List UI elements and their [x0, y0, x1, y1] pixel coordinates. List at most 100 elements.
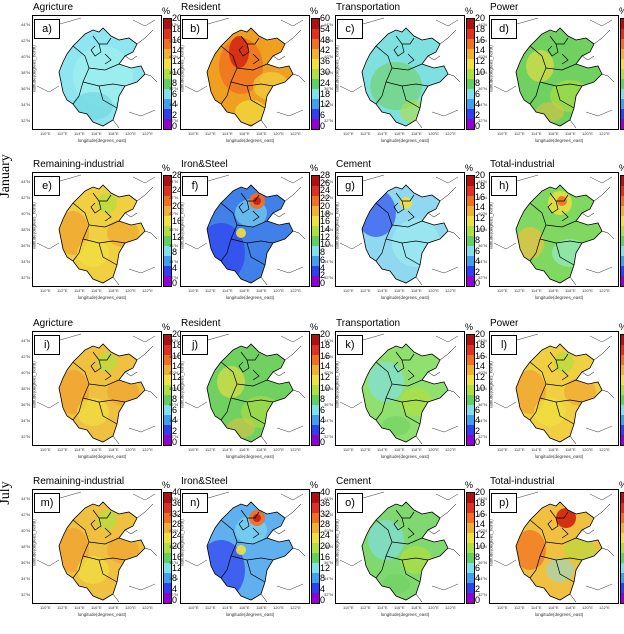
- colorbar-segment: [312, 435, 319, 445]
- x-tick-label: 118°E: [256, 605, 267, 610]
- y-tick-label: 40°N: [21, 528, 30, 533]
- y-tick-label: 40°N: [324, 54, 333, 59]
- y-tick-label: 44°N: [21, 22, 30, 27]
- x-tick-label: 116°E: [548, 605, 559, 610]
- coastline: [569, 503, 615, 603]
- x-tick-label: 120°E: [273, 288, 284, 293]
- province-border: [549, 351, 569, 361]
- y-tick-label: 34°N: [21, 418, 30, 423]
- province-border: [549, 35, 569, 45]
- outer-border: [493, 174, 613, 274]
- outer-border: [493, 333, 613, 433]
- colorbar-tick-label: 0: [320, 437, 326, 447]
- colorbar-tick-label: 6: [475, 562, 481, 573]
- y-tick-label: 36°N: [21, 560, 30, 565]
- province-border: [529, 45, 547, 105]
- y-tick-label: 36°N: [21, 243, 30, 248]
- province-border: [220, 202, 238, 262]
- y-tick-label: 42°N: [21, 38, 30, 43]
- colorbar-segment: [467, 405, 474, 416]
- x-tick-label: 120°E: [125, 605, 136, 610]
- colorbar-segment: [467, 176, 474, 187]
- province-border: [401, 242, 421, 266]
- colorbar-segment: [164, 415, 171, 426]
- province-border: [104, 53, 112, 65]
- y-tick-label: 32°N: [324, 592, 333, 597]
- colorbar-segment: [312, 109, 319, 120]
- colorbar-segment: [164, 435, 171, 445]
- panel-title: Agricture: [33, 2, 74, 13]
- colorbar-segment: [164, 503, 171, 514]
- colorbar-segment: [467, 99, 474, 110]
- colorbar-tick-label: 12: [172, 372, 183, 383]
- province-border: [230, 555, 274, 561]
- colorbar-segment: [467, 236, 474, 247]
- x-tick-label: 122°E: [445, 447, 456, 452]
- x-tick-label: 112°E: [57, 605, 68, 610]
- x-tick-label: 114°E: [531, 288, 542, 293]
- panel-unit: %: [619, 480, 624, 490]
- colorbar-tick-label: 24: [320, 77, 331, 88]
- colorbar-segment: [164, 513, 171, 524]
- colorbar-segment: [312, 276, 319, 286]
- coastline: [415, 186, 461, 286]
- x-tick-label: 112°E: [360, 447, 371, 452]
- colorbar-segment: [312, 405, 319, 416]
- colorbar-segment: [621, 493, 624, 504]
- y-tick-label: 34°N: [478, 418, 487, 423]
- colorbar-tick-label: 12: [475, 56, 486, 67]
- y-tick-label: 32°N: [169, 118, 178, 123]
- colorbar-tick-label: 6: [320, 404, 326, 415]
- colorbar-tick-label: 8: [172, 77, 178, 88]
- y-tick-label: 40°N: [478, 211, 487, 216]
- colorbar-segment: [312, 196, 319, 207]
- y-tick-label: 38°N: [21, 544, 30, 549]
- x-tick-label: 110°E: [40, 288, 51, 293]
- x-tick-label: 114°E: [74, 131, 85, 136]
- y-tick-label: 44°N: [478, 179, 487, 184]
- colorbar-segment: [164, 59, 171, 70]
- x-tick-label: 116°E: [394, 131, 405, 136]
- colorbar-tick-label: 18: [320, 88, 331, 99]
- y-tick-label: 34°N: [324, 576, 333, 581]
- colorbar-tick-label: 16: [172, 34, 183, 45]
- y-axis-label: latitude(degrees_north): [179, 202, 185, 249]
- x-tick-label: 114°E: [531, 131, 542, 136]
- colorbar-segment: [312, 39, 319, 50]
- colorbar-tick-label: 2: [475, 584, 481, 595]
- colorbar-tick-label: 20: [475, 170, 486, 180]
- colorbar-tick-label: 10: [320, 239, 331, 250]
- colorbar-segment: [467, 39, 474, 50]
- colorbar-segment: [312, 79, 319, 90]
- province-border: [385, 81, 429, 87]
- colorbar-tick-label: 0: [475, 595, 481, 605]
- y-tick-label: 36°N: [324, 402, 333, 407]
- province-border: [82, 238, 126, 244]
- y-tick-label: 44°N: [169, 338, 178, 343]
- panel-unit: %: [465, 322, 474, 332]
- colorbar-segment: [621, 573, 624, 584]
- x-tick-label: 110°E: [343, 131, 354, 136]
- x-tick-label: 120°E: [582, 447, 593, 452]
- colorbar-segment: [467, 196, 474, 207]
- panel-title: Remaining-industrial: [33, 159, 125, 170]
- panel-title: Transportation: [336, 2, 401, 13]
- colorbar-tick-label: 18: [475, 497, 486, 508]
- y-tick-label: 40°N: [324, 370, 333, 375]
- map-area: [180, 489, 310, 604]
- panel-letter: b): [182, 19, 208, 39]
- colorbar-tick-label: 16: [320, 551, 331, 562]
- colorbar-segment: [621, 59, 624, 70]
- province-border: [246, 85, 266, 109]
- province-border: [104, 210, 112, 222]
- y-tick-label: 34°N: [324, 259, 333, 264]
- colorbar-tick-label: 8: [475, 234, 481, 245]
- colorbar-segment: [164, 196, 171, 207]
- colorbar-segment: [467, 553, 474, 564]
- colorbar-segment: [621, 79, 624, 90]
- colorbar-segment: [621, 236, 624, 247]
- colorbar-segment: [621, 29, 624, 40]
- y-tick-label: 42°N: [169, 354, 178, 359]
- x-tick-label: 114°E: [222, 288, 233, 293]
- colorbar-tick-label: 18: [320, 339, 331, 350]
